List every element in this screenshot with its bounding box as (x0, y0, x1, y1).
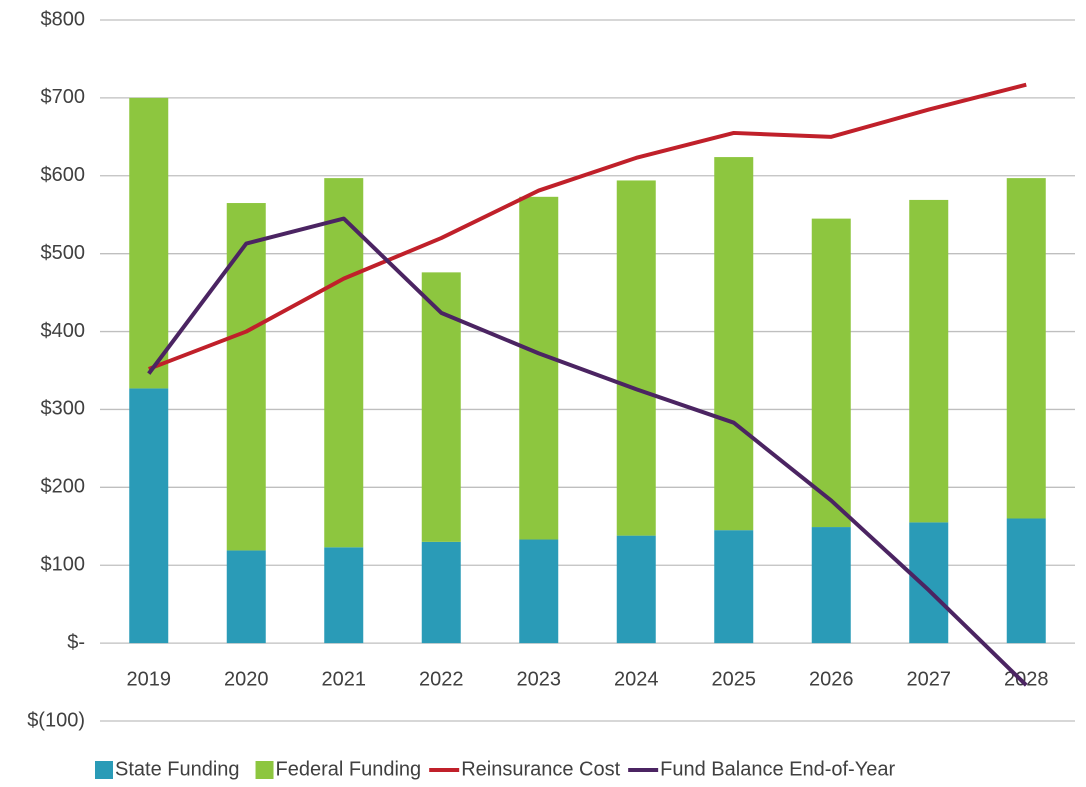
y-tick-label: $300 (41, 398, 86, 420)
bar (909, 522, 949, 644)
bar (811, 218, 851, 528)
bar (616, 535, 656, 644)
y-tick-label: $400 (41, 320, 86, 342)
x-tick-label: 2021 (322, 668, 367, 690)
bar (1006, 178, 1046, 519)
legend-label: Fund Balance End-of-Year (660, 758, 895, 780)
bar (519, 539, 559, 644)
y-tick-label: $800 (41, 8, 86, 30)
x-tick-label: 2026 (809, 668, 854, 690)
bar (324, 178, 364, 548)
y-tick-label: $700 (41, 86, 86, 108)
y-tick-label: $100 (41, 554, 86, 576)
x-tick-label: 2024 (614, 668, 659, 690)
x-tick-label: 2020 (224, 668, 269, 690)
bar (226, 550, 266, 644)
legend-label: Federal Funding (276, 758, 422, 780)
y-tick-label: $(100) (27, 709, 85, 731)
y-tick-label: $- (67, 631, 85, 653)
x-tick-label: 2019 (127, 668, 172, 690)
legend-label: Reinsurance Cost (461, 758, 620, 780)
bar (811, 527, 851, 644)
bar (226, 203, 266, 551)
bar (616, 180, 656, 536)
bar (1006, 518, 1046, 644)
bar (714, 157, 754, 531)
bar (324, 547, 364, 644)
legend-label: State Funding (115, 758, 240, 780)
y-tick-label: $500 (41, 242, 86, 264)
bar (714, 530, 754, 644)
bar (909, 199, 949, 523)
x-tick-label: 2023 (517, 668, 562, 690)
legend-swatch (255, 761, 274, 779)
y-tick-label: $600 (41, 164, 86, 186)
line-series (147, 216, 1028, 687)
x-tick-label: 2025 (712, 668, 757, 690)
y-tick-label: $200 (41, 476, 86, 498)
x-tick-label: 2022 (419, 668, 464, 690)
bar (129, 97, 169, 389)
bar (421, 541, 461, 644)
legend-swatch (95, 761, 113, 779)
line-series (148, 82, 1027, 371)
bar (519, 196, 559, 540)
x-tick-label: 2027 (907, 668, 952, 690)
bar (129, 388, 169, 644)
